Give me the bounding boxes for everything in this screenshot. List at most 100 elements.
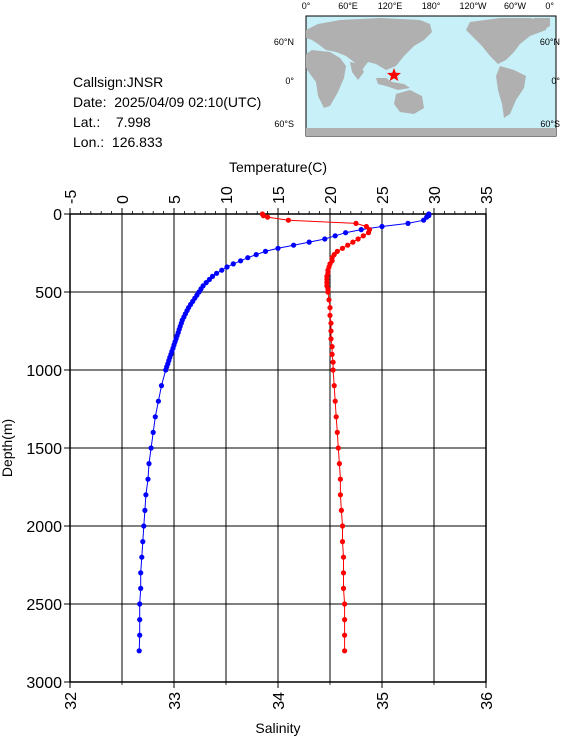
- temperature-data-point: [405, 220, 411, 226]
- depth-tick-label: 2500: [26, 597, 62, 614]
- depth-tick-label: 1000: [26, 363, 62, 380]
- temperature-data-point: [224, 264, 230, 270]
- depth-tick-label: 0: [53, 207, 62, 224]
- temperature-profile-line: [138, 214, 430, 651]
- temperature-data-point: [421, 217, 427, 223]
- temperature-data-point: [306, 239, 312, 245]
- temperature-tick-label: 15: [271, 186, 288, 204]
- salinity-data-point: [260, 213, 266, 219]
- salinity-data-point: [360, 233, 366, 239]
- temperature-data-point: [142, 507, 148, 513]
- lat-label: Lat.:: [73, 114, 101, 130]
- salinity-data-point: [328, 336, 334, 342]
- salinity-data-point: [353, 220, 359, 226]
- salinity-data-point: [342, 632, 348, 638]
- salinity-data-point: [285, 217, 291, 223]
- temperature-data-point: [143, 492, 149, 498]
- salinity-data-point: [342, 648, 348, 654]
- salinity-axis-label: Salinity: [255, 720, 300, 736]
- salinity-data-point: [339, 523, 346, 529]
- salinity-data-point: [334, 429, 340, 435]
- temperature-data-point: [136, 648, 142, 654]
- salinity-data-point: [327, 305, 333, 311]
- salinity-data-point: [340, 570, 347, 576]
- salinity-data-point: [265, 214, 271, 220]
- temperature-data-point: [206, 276, 212, 283]
- temperature-data-point: [379, 223, 385, 230]
- lon-label: Lon.:: [73, 134, 105, 150]
- salinity-data-point: [340, 554, 347, 560]
- depth-axis-label: Depth(m): [0, 419, 15, 477]
- temperature-tick-label: 0: [115, 195, 132, 204]
- temperature-data-point: [148, 445, 154, 451]
- salinity-data-point: [345, 242, 351, 248]
- temperature-data-point: [137, 601, 143, 607]
- callsign-label: Callsign:: [73, 74, 127, 90]
- temperature-data-point: [150, 429, 156, 435]
- salinity-data-point: [326, 297, 332, 303]
- salinity-data-point: [328, 320, 334, 326]
- callsign-value: JNSR: [126, 74, 164, 90]
- temperature-data-point: [152, 414, 158, 420]
- salinity-data-point: [325, 289, 331, 295]
- temperature-data-point: [138, 570, 144, 576]
- temperature-data-point: [262, 248, 269, 254]
- lon-value: 126.833: [111, 134, 163, 150]
- salinity-data-point: [333, 414, 339, 420]
- temperature-data-point: [291, 242, 297, 248]
- salinity-data-point: [329, 344, 335, 350]
- temperature-data-point: [145, 476, 151, 482]
- salinity-data-point: [335, 445, 341, 451]
- temperature-tick-label: 5: [167, 195, 184, 204]
- salinity-data-point: [332, 398, 338, 404]
- lat-value: 7.998: [115, 114, 151, 130]
- salinity-data-point: [329, 351, 335, 357]
- salinity-data-point: [336, 461, 342, 467]
- salinity-data-point: [337, 492, 343, 498]
- depth-tick-label: 1500: [26, 441, 62, 458]
- temperature-data-point: [146, 461, 152, 467]
- callsign-row: Callsign:JNSR: [73, 72, 261, 92]
- salinity-data-point: [330, 359, 336, 365]
- salinity-data-point: [340, 585, 347, 592]
- salinity-tick-label: 34: [271, 692, 288, 710]
- salinity-data-point: [355, 236, 361, 242]
- temperature-data-point: [139, 554, 145, 560]
- salinity-data-point: [339, 539, 346, 545]
- temperature-tick-label: 25: [375, 186, 392, 204]
- date-label: Date:: [73, 94, 107, 110]
- salinity-data-point: [342, 617, 348, 623]
- temperature-tick-label: -5: [63, 190, 80, 204]
- salinity-data-point: [330, 367, 336, 373]
- temperature-data-point: [140, 539, 146, 545]
- salinity-tick-label: 36: [479, 692, 496, 710]
- salinity-data-point: [327, 312, 333, 318]
- chart-grid: [69, 213, 487, 683]
- temperature-tick-label: 20: [323, 186, 340, 204]
- temperature-data-point: [219, 267, 225, 273]
- salinity-data-point: [334, 248, 340, 254]
- temperature-data-point: [137, 632, 143, 638]
- temperature-tick-label: 35: [479, 186, 496, 204]
- temperature-data-point: [141, 523, 147, 529]
- salinity-data-point: [337, 476, 343, 482]
- salinity-data-point: [331, 383, 337, 389]
- depth-tick-label: 500: [35, 285, 62, 302]
- temperature-data-point: [332, 233, 338, 239]
- salinity-data-point: [342, 601, 348, 607]
- data-series: [136, 211, 432, 654]
- depth-tick-label: 3000: [26, 675, 62, 692]
- temperature-data-point: [155, 398, 161, 404]
- lon-row: Lon.: 126.833: [73, 132, 261, 152]
- temperature-axis-label: Temperature(C): [229, 159, 327, 175]
- temperature-data-point: [158, 383, 165, 389]
- salinity-data-point: [365, 230, 372, 236]
- salinity-data-point: [328, 328, 334, 334]
- temperature-data-point: [214, 270, 220, 276]
- temperature-data-point: [238, 258, 244, 264]
- temperature-data-point: [343, 230, 349, 236]
- date-value: 2025/04/09 02:10(UTC): [114, 94, 262, 110]
- temperature-data-point: [137, 617, 143, 623]
- temperature-data-point: [275, 245, 281, 251]
- salinity-tick-label: 35: [375, 692, 392, 710]
